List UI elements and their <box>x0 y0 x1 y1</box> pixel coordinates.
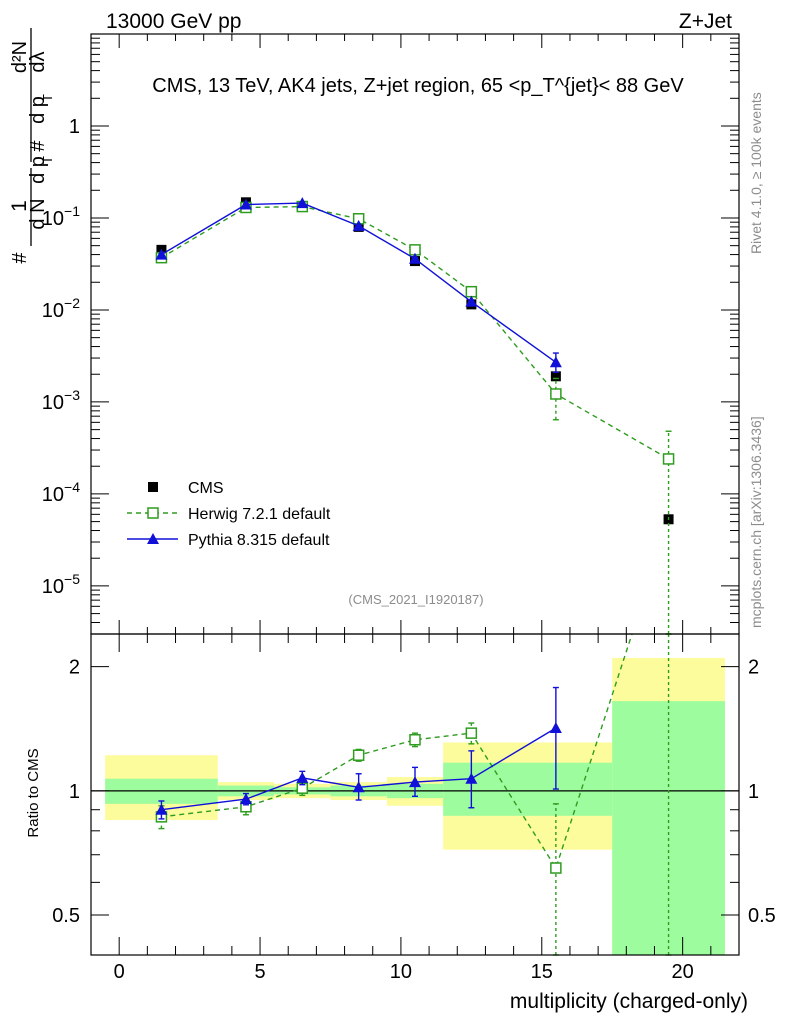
ylabel-pt-sub-2: T <box>40 94 55 102</box>
analysis-tag: (CMS_2021_I1920187) <box>348 592 483 607</box>
pythia-main-point <box>239 198 252 210</box>
pythia-ratio-point <box>239 793 252 805</box>
header-left-label: 13000 GeV pp <box>106 10 241 33</box>
pythia-ratio-point <box>296 771 309 783</box>
ratio-y-tick-label-right: 2 <box>748 657 759 679</box>
cms-data-point <box>550 371 561 382</box>
ratio-plot-frame <box>90 633 740 956</box>
legend-pythia-marker <box>147 533 159 544</box>
x-tick-label: 0 <box>114 961 125 983</box>
main-y-tick-label: 1 <box>69 116 80 138</box>
legend-cms-marker <box>148 482 158 492</box>
ylabel-d2N: d²N <box>9 41 31 73</box>
pythia-ratio-point <box>352 781 365 793</box>
ratio-y-tick-label-right: 0.5 <box>748 905 776 927</box>
ratio-plot-panel: 0 5 10 15 20 0.5 0.5 1 1 2 2 <box>52 633 776 983</box>
ratio-y-tick-label-right: 1 <box>748 781 759 803</box>
pythia-main-point <box>155 248 168 260</box>
ylabel-dp: d p <box>27 156 49 184</box>
pythia-ratio-point <box>465 772 478 784</box>
ylabel-dp-2: d p <box>27 96 49 124</box>
main-y-tick-label: 10−2 <box>42 295 80 322</box>
ylabel-numerator-one: 1 <box>8 200 31 212</box>
rivet-version-label: Rivet 4.1.0, ≥ 100k events <box>748 92 764 254</box>
pythia-ratio-point <box>155 803 168 815</box>
ylabel-pt-sub: T <box>40 156 55 164</box>
pythia-ratio-point <box>409 776 421 788</box>
ylabel-dN: d N <box>27 198 49 229</box>
legend: CMS Herwig 7.2.1 default Pythia 8.315 defa… <box>127 480 331 549</box>
herwig-main-point <box>662 453 675 465</box>
pythia-main-point <box>465 295 478 307</box>
herwig-ratio-point <box>409 734 421 746</box>
pythia-main-point <box>549 356 562 368</box>
mcplots-label: mcplots.cern.ch [arXiv:1306.3436] <box>748 416 764 628</box>
main-plot-title: CMS, 13 TeV, AK4 jets, Z+jet region, 65 … <box>152 75 684 97</box>
pythia-ratio-point <box>549 722 562 734</box>
x-tick-label: 5 <box>254 961 265 983</box>
legend-entry-label: Pythia 8.315 default <box>188 532 330 549</box>
herwig-ratio-point <box>352 749 365 761</box>
main-y-tick-label: 10−1 <box>42 203 80 230</box>
legend-herwig-marker <box>147 507 159 519</box>
legend-entry-label: Herwig 7.2.1 default <box>188 506 331 523</box>
main-y-tick-label: 10−5 <box>42 571 80 598</box>
pythia-main-point <box>409 252 421 264</box>
ylabel-hash: # <box>9 252 31 264</box>
main-plot-panel: 10−5 10−4 10−3 10−2 10−1 1 CMS, 13 TeV, AK4 j… <box>42 33 740 635</box>
legend-entry-label: CMS <box>188 480 224 497</box>
x-tick-label: 10 <box>390 961 412 983</box>
ratio-y-axis-label: Ratio to CMS <box>25 748 42 837</box>
x-tick-label: 15 <box>531 961 553 983</box>
x-axis-label: multiplicity (charged-only) <box>510 990 748 1013</box>
ratio-y-tick-label-left: 0.5 <box>52 905 80 927</box>
pythia-main-point <box>352 219 365 231</box>
header-right-label: Z+Jet <box>679 10 732 33</box>
herwig-main-line <box>161 205 669 460</box>
main-y-tick-label: 10−3 <box>42 387 80 414</box>
ratio-y-tick-label-left: 2 <box>69 657 80 679</box>
herwig-ratio-point <box>465 727 478 739</box>
pythia-main-point <box>296 197 309 209</box>
main-y-tick-label: 10−4 <box>42 479 80 506</box>
ylabel-dlambda: dλ <box>27 51 49 72</box>
x-tick-label: 20 <box>672 961 694 983</box>
ylabel-hash-2: # <box>27 140 49 152</box>
herwig-main-point <box>465 285 478 298</box>
herwig-ratio-point <box>550 862 562 874</box>
herwig-main-point <box>550 388 562 400</box>
ratio-y-tick-label-left: 1 <box>69 781 80 803</box>
